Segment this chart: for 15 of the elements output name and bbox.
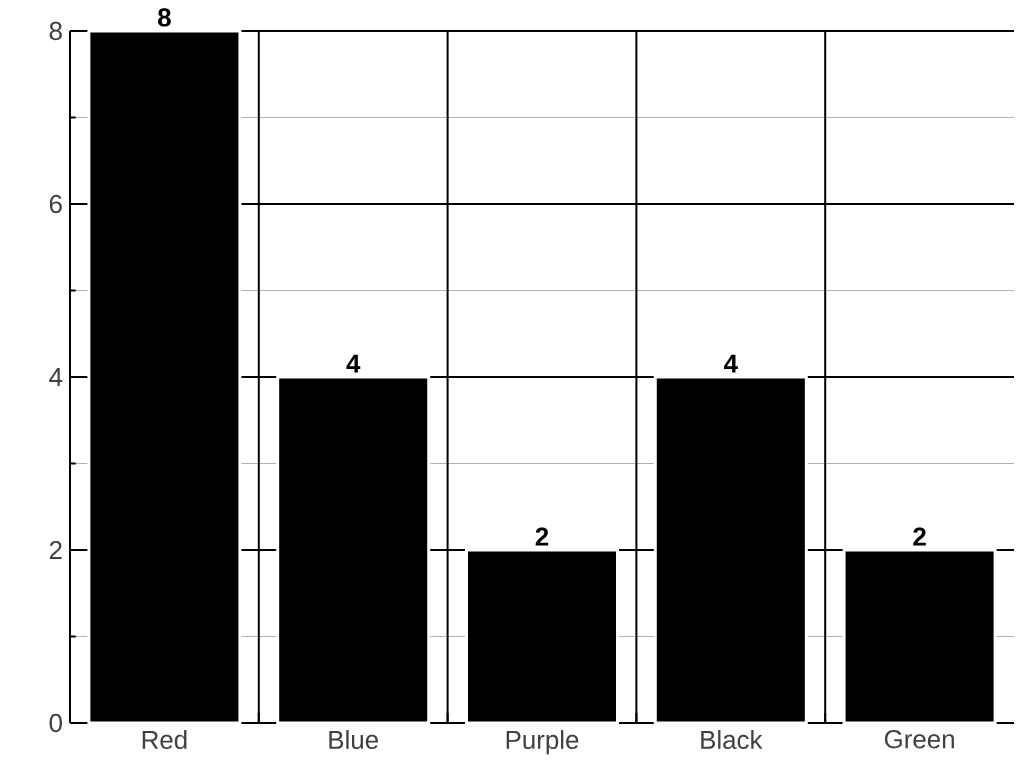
y-tick-label: 2 — [49, 540, 62, 560]
x-tick-label: Green — [884, 730, 954, 749]
data-label: 2 — [913, 527, 926, 546]
x-tick-label: Black — [701, 730, 763, 750]
y-tick-label: 8 — [49, 21, 62, 41]
data-label: 2 — [535, 527, 549, 546]
x-tick-label: Red — [142, 730, 187, 750]
y-tick-label: 6 — [49, 194, 62, 214]
x-tick-label: Blue — [329, 730, 378, 750]
data-label: 4 — [346, 354, 361, 373]
y-tick-label: 4 — [49, 368, 63, 386]
data-label: 8 — [158, 8, 171, 27]
x-tick-label: Purple — [506, 730, 579, 755]
data-label: 4 — [724, 354, 738, 373]
y-tick-label: 0 — [49, 713, 62, 733]
